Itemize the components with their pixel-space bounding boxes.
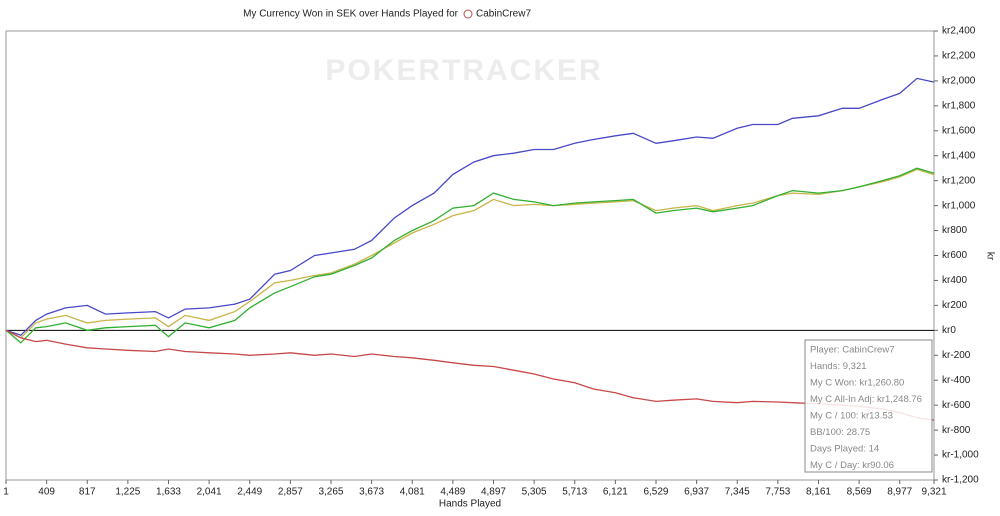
- x-tick-label: 409: [38, 487, 55, 498]
- player-icon: [463, 9, 473, 19]
- x-tick-label: 6,937: [684, 487, 709, 498]
- y-tick-label: kr2,400: [942, 26, 976, 37]
- y-tick-label: kr400: [942, 275, 967, 286]
- x-tick-label: 4,897: [481, 487, 506, 498]
- y-tick-label: kr200: [942, 300, 967, 311]
- y-tick-label: kr-600: [942, 400, 971, 411]
- x-tick-label: 1: [3, 487, 9, 498]
- x-tick-label: 6,121: [603, 487, 628, 498]
- y-tick-label: kr1,800: [942, 100, 976, 111]
- plot-area: [5, 30, 935, 481]
- x-tick-label: 3,673: [359, 487, 384, 498]
- x-tick-label: 8,569: [847, 487, 872, 498]
- y-tick-label: kr-200: [942, 350, 971, 361]
- y-tick-label: kr1,200: [942, 175, 976, 186]
- x-tick-label: 1,225: [115, 487, 140, 498]
- tooltip-line: Player: CabinCrew7: [810, 345, 894, 356]
- x-tick-label: 5,713: [562, 487, 587, 498]
- tooltip-line: BB/100: 28.75: [810, 427, 870, 438]
- x-axis-title: Hands Played: [439, 499, 501, 510]
- series-line: [5, 77, 935, 337]
- x-tick-label: 2,041: [197, 487, 222, 498]
- y-axis-title: kr: [984, 252, 995, 261]
- tooltip: Player: CabinCrew7 Hands: 9,321 My C Won: …: [804, 339, 933, 473]
- series-line: [5, 329, 935, 421]
- y-tick-label: kr800: [942, 225, 967, 236]
- x-tick-label: 4,081: [400, 487, 425, 498]
- tooltip-line: My C / 100: kr13.53: [810, 411, 893, 422]
- y-tick-label: kr0: [942, 325, 956, 336]
- x-tick-label: 5,305: [522, 487, 547, 498]
- y-tick-label: kr-1,200: [942, 475, 979, 486]
- player-name: CabinCrew7: [476, 9, 531, 20]
- y-tick-label: kr1,000: [942, 200, 976, 211]
- x-tick-label: 4,489: [440, 487, 465, 498]
- tooltip-line: Days Played: 14: [810, 444, 879, 455]
- series-line: [5, 167, 935, 344]
- tooltip-line: My C Won: kr1,260.80: [810, 378, 904, 389]
- x-tick-label: 7,753: [765, 487, 790, 498]
- watermark: POKERTRACKER: [325, 54, 602, 87]
- x-tick-label: 8,161: [806, 487, 831, 498]
- x-tick-label: 1,633: [156, 487, 181, 498]
- x-tick-label: 3,265: [318, 487, 343, 498]
- y-tick-label: kr1,400: [942, 150, 976, 161]
- y-tick-label: kr600: [942, 250, 967, 261]
- x-tick-label: 7,345: [725, 487, 750, 498]
- tooltip-line: My C All-In Adj: kr1,248.76: [810, 394, 922, 405]
- y-tick-label: kr2,200: [942, 51, 976, 62]
- y-tick-label: kr-400: [942, 375, 971, 386]
- x-tick-label: 2,449: [237, 487, 262, 498]
- x-tick-label: 8,977: [887, 487, 912, 498]
- x-tick-label: 9,321: [921, 487, 946, 498]
- chart-title: My Currency Won in SEK over Hands Played…: [243, 9, 459, 20]
- tooltip-box: [804, 339, 933, 473]
- x-tick-label: 2,857: [278, 487, 303, 498]
- tooltip-line: Hands: 9,321: [810, 361, 867, 372]
- y-tick-label: kr-800: [942, 425, 971, 436]
- y-tick-label: kr1,600: [942, 125, 976, 136]
- x-tick-label: 6,529: [643, 487, 668, 498]
- y-tick-label: kr-1,000: [942, 450, 979, 461]
- x-tick-label: 817: [79, 487, 96, 498]
- y-tick-label: kr2,000: [942, 76, 976, 87]
- tooltip-line: My C / Day: kr90.06: [810, 460, 894, 471]
